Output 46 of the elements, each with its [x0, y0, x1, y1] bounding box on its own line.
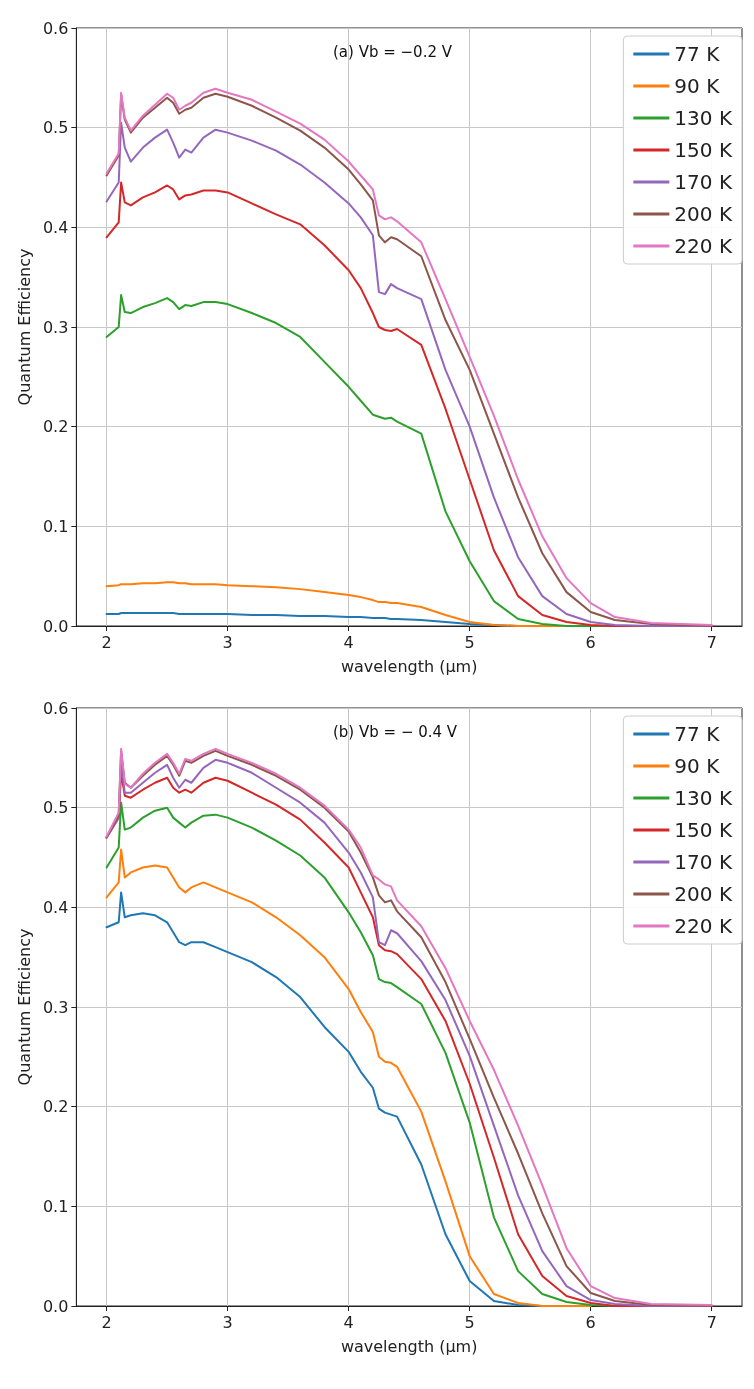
y-tick-label: 0.1 [42, 516, 69, 536]
legend-label: 77 K [674, 722, 721, 746]
y-tick-label: 0.4 [42, 897, 69, 917]
legend-label: 220 K [674, 914, 733, 938]
x-tick-label: 3 [222, 1312, 233, 1332]
y-tick-label: 0.0 [42, 1296, 69, 1316]
y-axis-title: Quantum Efficiency [14, 248, 34, 406]
legend-label: 130 K [674, 786, 733, 810]
y-tick-label: 0.2 [42, 417, 69, 437]
x-tick-label: 7 [706, 632, 717, 652]
x-axis-title: wavelength (μm) [340, 1336, 478, 1356]
legend-label: 200 K [674, 202, 733, 226]
x-tick-label: 3 [222, 632, 233, 652]
legend-label: 77 K [674, 42, 721, 66]
y-tick-label: 0.2 [42, 1097, 69, 1117]
legend-label: 150 K [674, 818, 733, 842]
x-tick-label: 5 [464, 1312, 475, 1332]
y-axis-title: Quantum Efficiency [14, 928, 34, 1086]
annotation: (b) Vb = − 0.4 V [333, 722, 458, 741]
y-tick-label: 0.0 [42, 616, 69, 636]
x-axis-title: wavelength (μm) [340, 656, 478, 676]
annotation: (a) Vb = −0.2 V [333, 42, 453, 61]
y-tick-label: 0.4 [42, 217, 69, 237]
x-tick-label: 7 [706, 1312, 717, 1332]
x-tick-label: 5 [464, 632, 475, 652]
legend-label: 200 K [674, 882, 733, 906]
legend-label: 220 K [674, 234, 733, 258]
legend-label: 170 K [674, 850, 733, 874]
x-tick-label: 4 [343, 632, 354, 652]
x-tick-label: 4 [343, 1312, 354, 1332]
legend-label: 130 K [674, 106, 733, 130]
legend-label: 150 K [674, 138, 733, 162]
x-tick-label: 2 [101, 1312, 112, 1332]
x-tick-label: 6 [585, 1312, 596, 1332]
y-tick-label: 0.3 [42, 317, 69, 337]
legend-label: 90 K [674, 754, 721, 778]
x-tick-label: 2 [101, 632, 112, 652]
y-tick-label: 0.5 [42, 118, 69, 138]
y-tick-label: 0.6 [42, 18, 69, 38]
y-tick-label: 0.6 [42, 698, 69, 718]
x-tick-label: 6 [585, 632, 596, 652]
y-tick-label: 0.3 [42, 997, 69, 1017]
y-tick-label: 0.1 [42, 1196, 69, 1216]
legend-label: 90 K [674, 74, 721, 98]
legend-label: 170 K [674, 170, 733, 194]
y-tick-label: 0.5 [42, 798, 69, 818]
